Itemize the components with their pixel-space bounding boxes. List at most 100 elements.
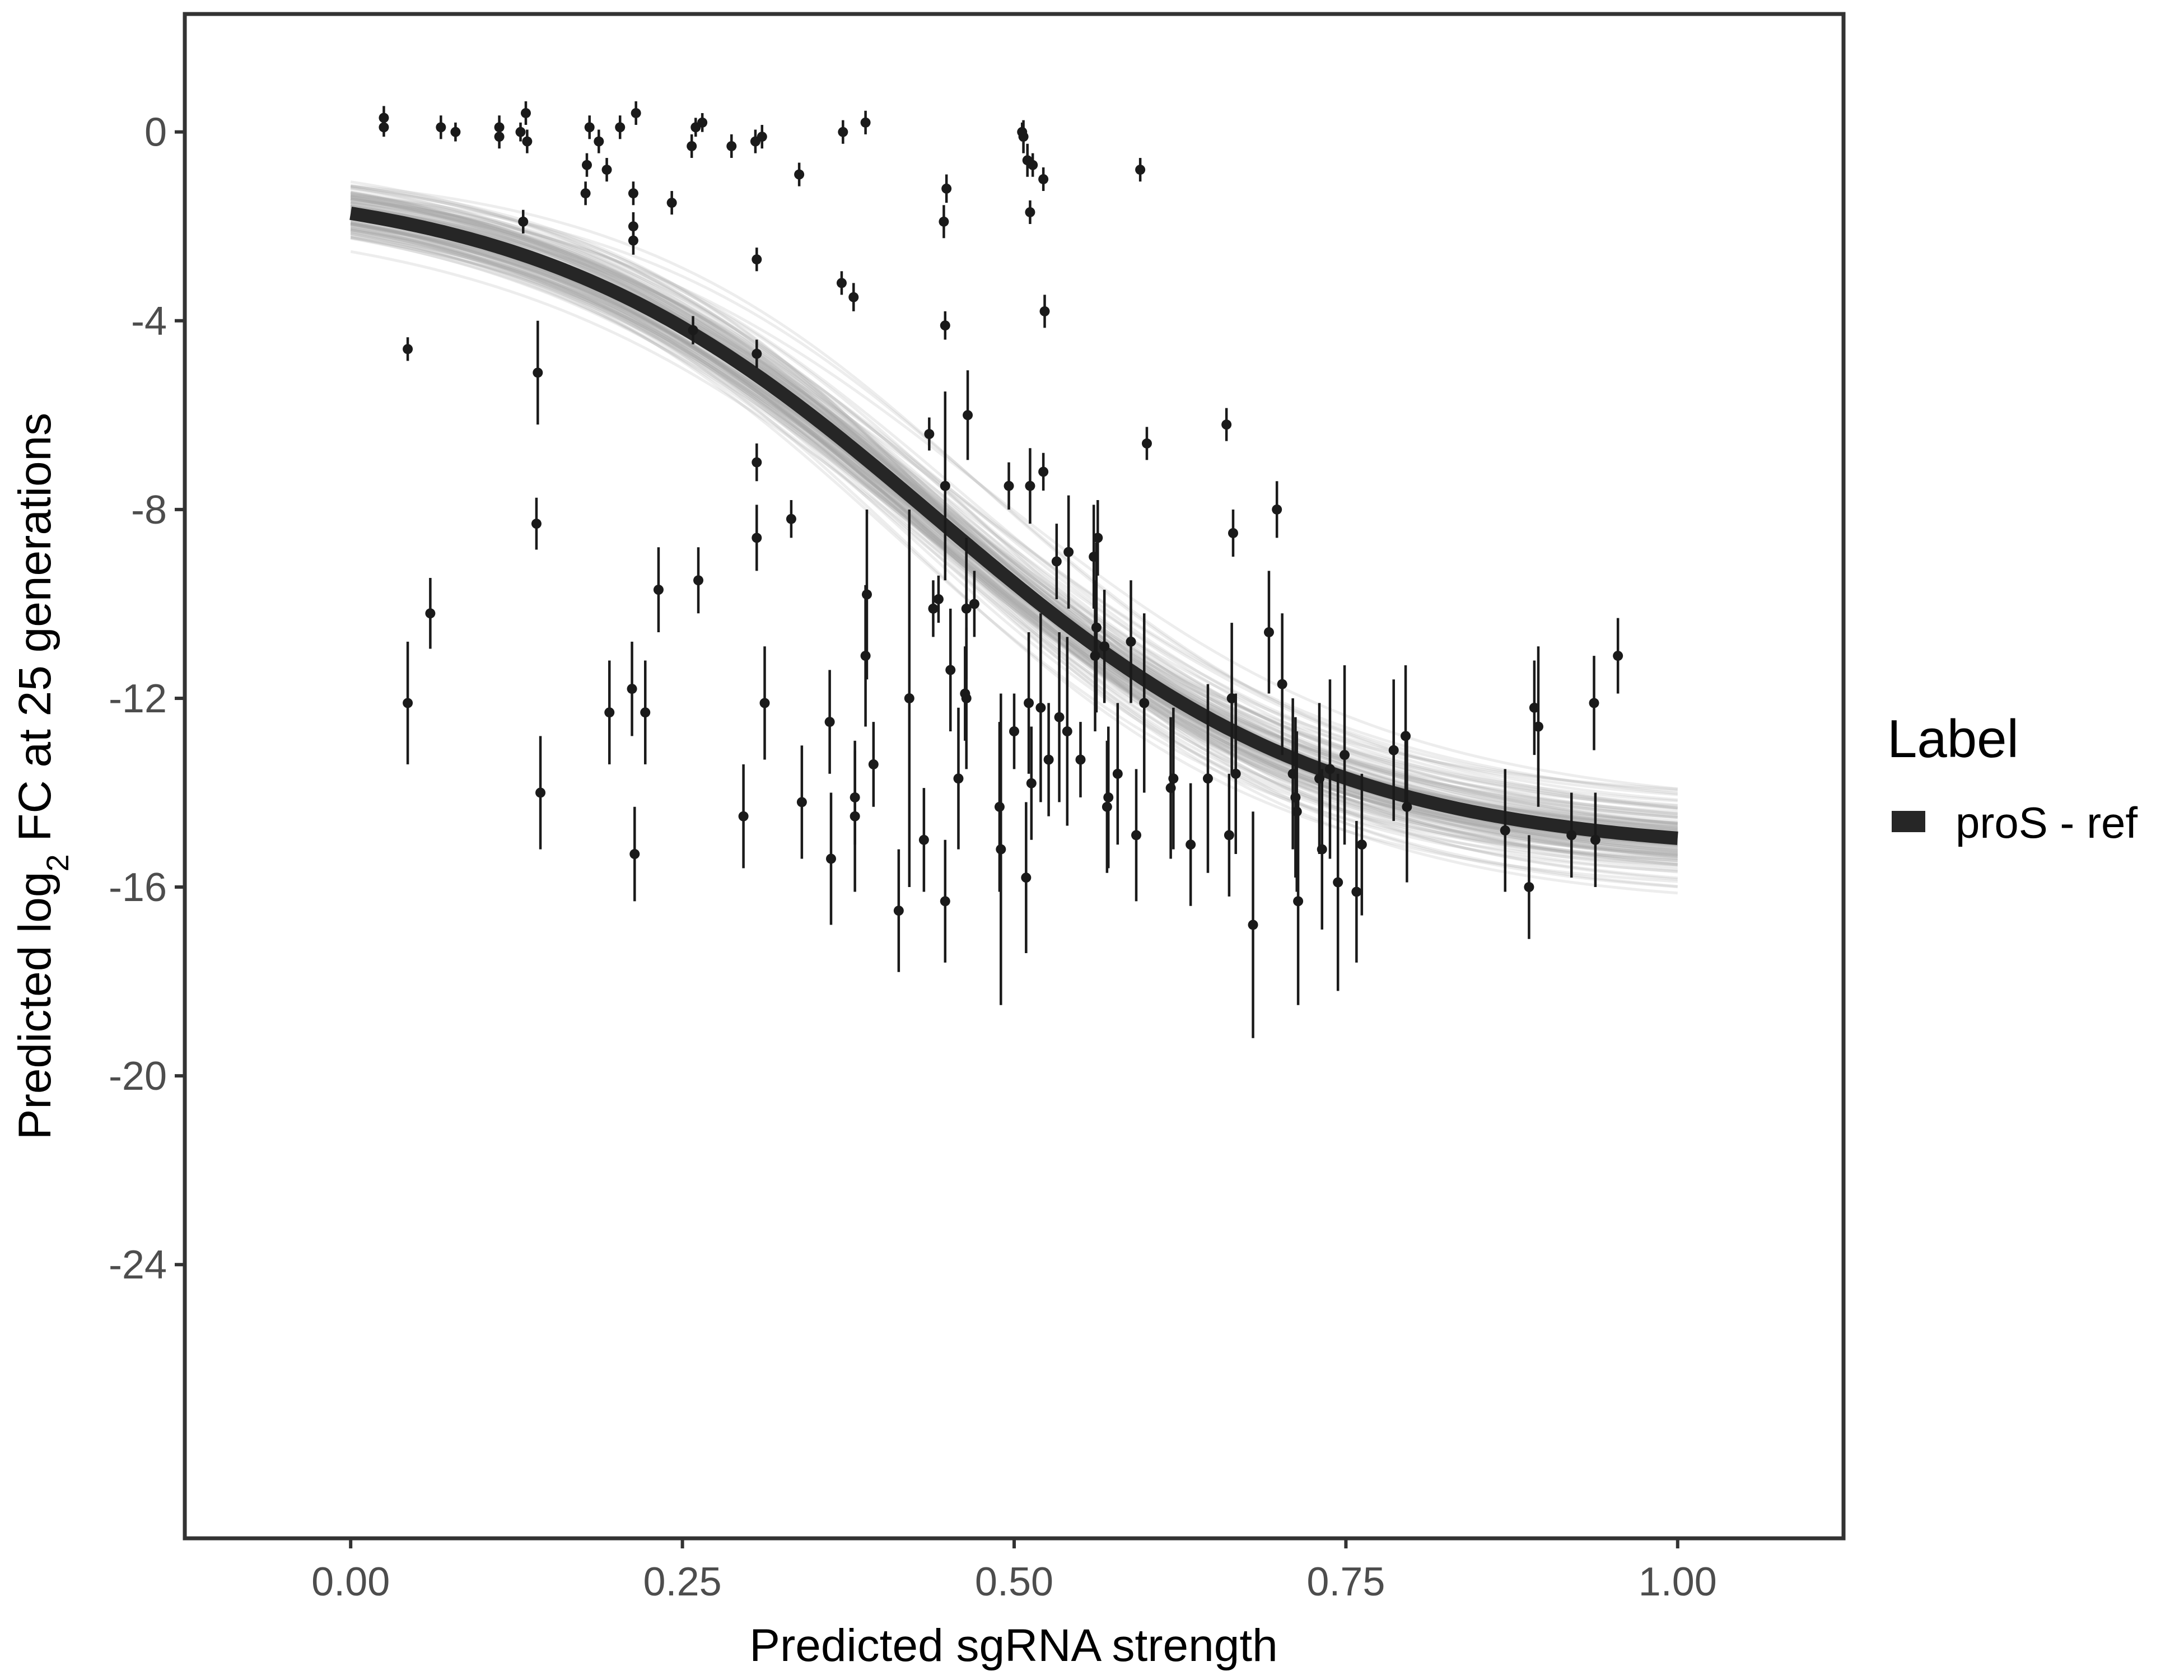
posterior-draw-line [350,228,1678,865]
point-marker [1230,768,1241,779]
data-point [1277,613,1287,755]
posterior-draw-line [350,229,1678,862]
x-tick-label: 0.75 [1306,1560,1385,1604]
data-point [1135,158,1146,182]
point-marker [531,519,542,529]
data-point [1340,665,1350,845]
data-point [794,162,805,186]
data-point [752,443,762,482]
posterior-draw-line [350,197,1678,855]
posterior-draw-line [350,194,1678,802]
data-point [941,174,952,203]
data-point [796,745,807,859]
y-tick-label: -8 [131,488,167,533]
data-point [687,134,697,158]
point-marker [1524,882,1534,893]
data-point [1589,656,1599,750]
data-point [1028,153,1038,177]
data-point [403,641,413,764]
point-marker [796,797,807,808]
legend-title: Label [1887,709,2019,769]
posterior-draw-line [350,192,1678,825]
point-marker [996,844,1006,855]
data-point [379,118,389,137]
data-point [594,129,604,153]
data-point [1613,618,1623,694]
x-axis-ticks: 0.00 0.25 0.50 0.75 1.00 [311,1538,1717,1604]
point-marker [939,216,949,227]
point-marker [1093,533,1103,543]
point-marker [1388,745,1399,755]
data-point [933,575,944,623]
point-marker [640,707,651,718]
posterior-draw-line [350,184,1678,829]
posterior-draw-line [350,232,1678,895]
point-marker [1263,627,1274,637]
point-marker [631,108,641,118]
fit-curve-layer [349,206,1678,845]
data-point [693,547,704,614]
data-point [861,509,872,680]
posterior-draw-line [350,250,1678,857]
point-marker [1135,165,1146,175]
point-marker [697,117,708,128]
data-point [1099,590,1110,703]
point-marker [403,698,413,708]
data-point [1388,679,1399,822]
data-point [848,283,859,311]
point-marker [933,594,944,604]
data-point [940,839,950,963]
data-point [1524,835,1534,939]
point-marker [628,235,638,246]
data-point [1021,802,1032,954]
data-point [1500,769,1510,892]
point-marker [940,480,950,491]
y-axis-title-suffix: FC at 25 generations [10,413,60,855]
data-point [627,641,637,736]
point-marker [629,849,640,860]
point-marker [1324,764,1335,774]
point-marker [1025,207,1035,217]
x-tick-label: 1.00 [1639,1560,1717,1604]
point-marker [1063,547,1074,557]
point-marker [893,906,904,916]
data-point [520,101,531,125]
data-point [850,740,860,892]
y-axis-title-subscript: 2 [40,854,75,871]
point-marker [759,698,770,708]
data-point [1186,783,1196,906]
posterior-draw-line [350,195,1678,827]
data-point [604,660,615,764]
point-marker [1590,834,1600,845]
data-point [1168,707,1179,850]
point-marker [1054,712,1065,722]
data-point [629,806,640,902]
data-point [738,764,749,869]
data-point [666,191,677,215]
data-point [824,670,835,774]
data-point [533,320,543,425]
data-point [1141,427,1152,460]
data-point [939,205,949,239]
point-marker [1168,773,1179,784]
posterior-draw-line [350,230,1678,850]
point-marker [1024,698,1034,708]
data-point [1038,167,1049,192]
point-marker [693,575,704,586]
data-point [1004,462,1014,510]
data-point [584,115,595,139]
legend-label-proS-ref: proS - ref [1956,798,2138,847]
point-marker [1102,801,1112,812]
point-marker [726,141,737,151]
point-marker [1141,438,1152,449]
posterior-draw-line [350,215,1678,852]
point-marker [581,160,592,170]
data-point [1075,722,1086,797]
data-point [697,113,708,132]
posterior-draw-line [350,191,1678,816]
point-marker [1293,896,1304,907]
point-marker [1131,830,1142,841]
point-marker [1139,698,1150,708]
